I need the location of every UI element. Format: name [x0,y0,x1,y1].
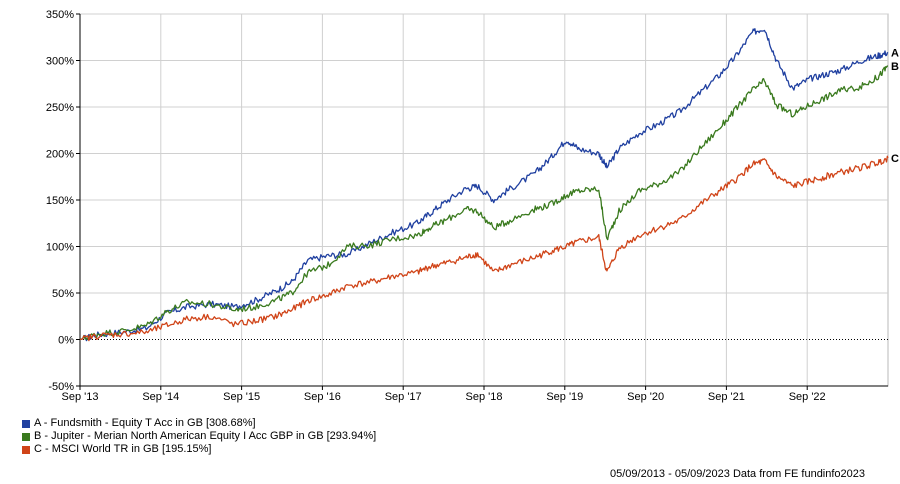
legend-swatch-b [22,432,30,441]
legend-item-a: A - Fundsmith - Equity T Acc in GB [308.… [22,417,376,430]
x-tick-label: Sep '15 [223,391,260,403]
series-line-c [79,155,889,342]
y-tick-label: 100% [46,242,74,254]
series-line-a [79,28,889,342]
x-tick-label: Sep '14 [142,391,179,403]
x-tick-label: Sep '19 [546,391,583,403]
series-end-label-b: B [891,61,899,73]
x-tick-label: Sep '20 [627,391,664,403]
line-chart: -50% 0% 50% 100% 150% 200% 250% 300% 350% Sep '13… [46,9,899,403]
x-tick-label: Sep '22 [789,391,826,403]
x-tick-label: Sep '13 [62,391,99,403]
y-tick-label: 0% [58,335,74,347]
legend-label-a: A - Fundsmith - Equity T Acc in GB [308.… [34,417,256,429]
x-tick-label: Sep '17 [385,391,422,403]
series-end-label-a: A [891,47,899,59]
y-tick-label: 350% [46,9,74,21]
series-line-b [79,65,889,341]
date-range-footer: 05/09/2013 - 05/09/2023 Data from FE fun… [610,468,866,480]
x-tick-label: Sep '21 [708,391,745,403]
y-tick-label: 150% [46,195,74,207]
x-tick-label: Sep '16 [304,391,341,403]
legend-item-b: B - Jupiter - Merian North American Equi… [22,430,376,443]
legend: A - Fundsmith - Equity T Acc in GB [308.… [22,417,376,456]
y-tick-label: -50% [48,381,74,393]
series-end-label-c: C [891,153,899,165]
legend-swatch-c [22,445,30,454]
y-tick-label: 200% [46,149,74,161]
y-tick-label: 50% [52,288,74,300]
y-tick-label: 300% [46,56,74,68]
legend-label-b: B - Jupiter - Merian North American Equi… [34,430,377,442]
y-tick-label: 250% [46,102,74,114]
legend-item-c: C - MSCI World TR in GB [195.15%] [22,443,376,456]
legend-swatch-a [22,419,30,428]
legend-label-c: C - MSCI World TR in GB [195.15%] [34,443,212,455]
x-tick-label: Sep '18 [466,391,503,403]
